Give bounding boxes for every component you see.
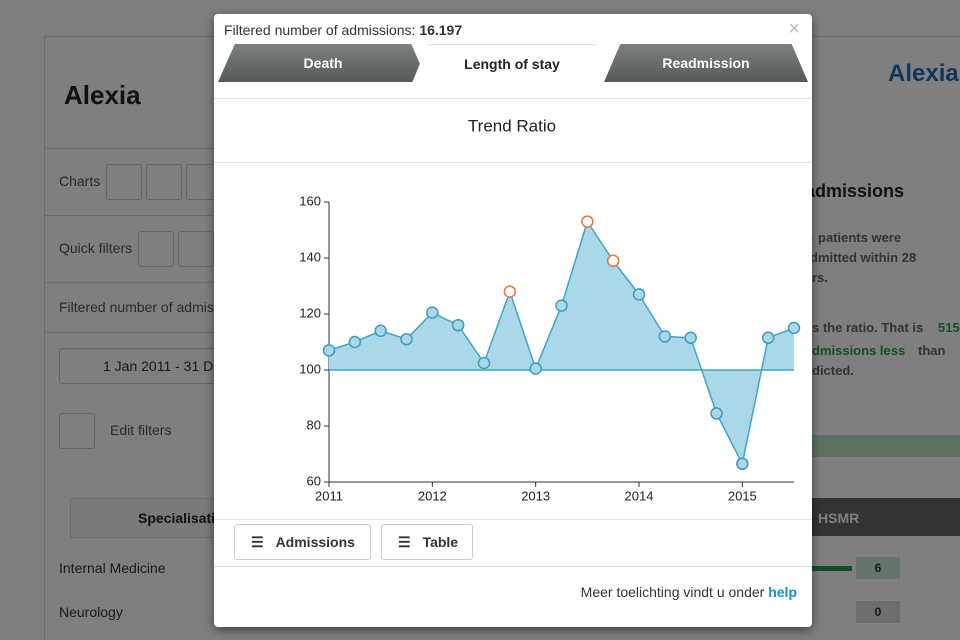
- help-link[interactable]: help: [768, 584, 797, 600]
- data-point: [477, 356, 491, 370]
- data-point: [632, 288, 646, 301]
- header-value: 16.197: [419, 22, 463, 38]
- data-point: [606, 254, 620, 268]
- tab[interactable]: Length of stay: [412, 44, 612, 83]
- header-label: Filtered number of admissions:: [224, 22, 416, 38]
- chart: Trend Ratio 60 80 100 120 140 160 2011 2012 2013…: [299, 116, 801, 503]
- data-point: [451, 318, 465, 332]
- data-point: [736, 457, 749, 471]
- close-button[interactable]: ×: [788, 18, 800, 40]
- data-point: [374, 324, 387, 338]
- y-tick-label: 160: [299, 193, 321, 208]
- data-point: [348, 335, 362, 349]
- data-point: [710, 407, 723, 420]
- data-point: [658, 330, 672, 343]
- table-button[interactable]: ☰ Table: [381, 524, 473, 560]
- data-point: [322, 344, 336, 357]
- y-tick-label: 80: [307, 417, 321, 432]
- y-tick-label: 60: [307, 473, 321, 488]
- data-point: [581, 215, 594, 228]
- x-tick-label: 2013: [521, 488, 550, 503]
- data-point: [684, 331, 697, 345]
- footer-text: Meer toelichting vindt u onder: [580, 584, 765, 600]
- data-point: [555, 299, 568, 312]
- x-tick-label: 2015: [728, 488, 757, 503]
- tab[interactable]: Readmission: [604, 44, 808, 82]
- y-tick-label: 100: [299, 361, 321, 376]
- area-fill: [329, 221, 794, 464]
- data-point: [400, 332, 413, 346]
- x-tick-label: 2014: [625, 488, 654, 503]
- admissions-button[interactable]: ☰ Admissions: [234, 524, 371, 560]
- x-tick-label: 2011: [315, 488, 343, 503]
- data-point: [787, 321, 801, 335]
- data-point: [529, 362, 542, 375]
- x-tick-label: 2012: [418, 488, 447, 503]
- data-point: [761, 331, 775, 345]
- chart-title: Trend Ratio: [468, 116, 556, 135]
- modal: Filtered number of admissions: 16.197 × …: [214, 14, 812, 627]
- data-point: [426, 306, 439, 319]
- y-tick-label: 120: [299, 305, 321, 320]
- data-point: [503, 285, 517, 298]
- y-tick-label: 140: [299, 249, 321, 264]
- tab-bar: Death Length of stay Readmission: [214, 44, 812, 99]
- tab[interactable]: Death: [218, 44, 428, 82]
